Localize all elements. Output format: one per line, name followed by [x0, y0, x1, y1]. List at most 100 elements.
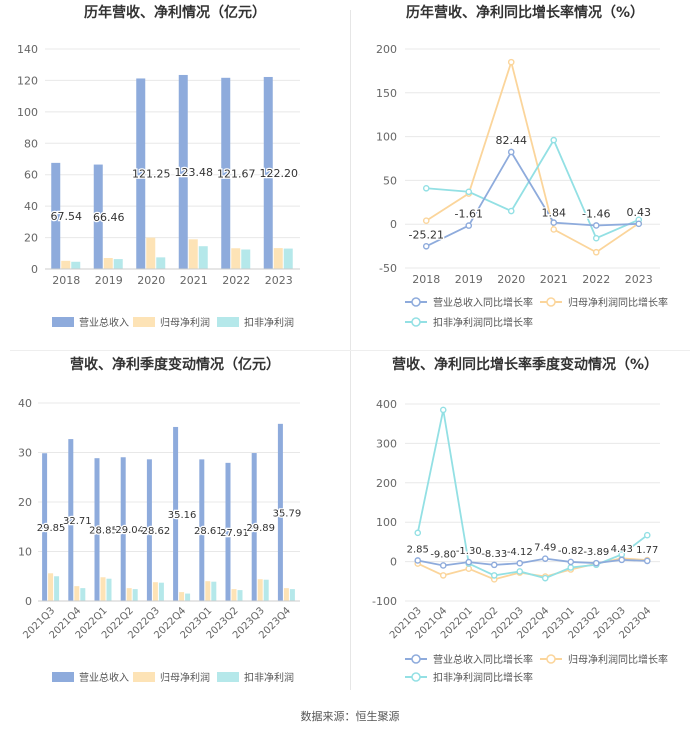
bar	[132, 589, 138, 601]
data-point	[541, 555, 549, 562]
data-label: 28.61	[194, 526, 223, 537]
data-point	[439, 572, 447, 579]
bar	[199, 459, 205, 601]
quarterly-growth-rate-chart: 营收、净利同比增长率季度变动情况（%） -100 0 100 200 300 400 2021…	[350, 352, 700, 702]
legend-label: 营业总收入同比增长率	[433, 653, 533, 666]
x-tick-label: 2019	[455, 273, 483, 286]
y-tick-label: 40	[24, 200, 38, 213]
data-point	[507, 58, 515, 66]
series-line	[416, 409, 648, 580]
data-label: 32.71	[63, 516, 92, 527]
bar	[257, 579, 263, 601]
x-tick-label: 2020	[137, 274, 165, 287]
legend-swatch	[133, 317, 155, 327]
data-label: -9.80	[430, 549, 456, 560]
bar	[42, 453, 48, 601]
y-tick-label: 20	[24, 232, 38, 245]
data-label: 29.04	[115, 525, 144, 536]
legend-label: 营业总收入	[79, 316, 129, 329]
series-line	[425, 150, 639, 248]
bar	[263, 579, 269, 601]
data-label: 27.91	[220, 528, 249, 539]
data-label: 28.62	[142, 526, 171, 537]
data-point	[465, 558, 473, 566]
chart-title: 营收、净利同比增长率季度变动情况（%）	[392, 356, 658, 373]
chart-title: 历年营收、净利同比增长率情况（%）	[406, 4, 644, 21]
data-point	[550, 136, 558, 144]
data-label: -25.21	[409, 228, 444, 241]
data-point	[550, 226, 558, 233]
bar	[273, 248, 283, 269]
legend-marker	[546, 654, 556, 664]
data-label: 82.44	[496, 134, 528, 147]
bar	[263, 76, 273, 269]
data-label: -1.61	[455, 208, 483, 221]
data-label: -0.82	[558, 546, 584, 557]
legend-label: 营业总收入同比增长率	[433, 296, 533, 309]
data-label: 2.85	[407, 544, 429, 555]
x-tick-label: 2021	[540, 273, 568, 286]
legend-label: 归母净利润	[160, 671, 210, 684]
bar	[146, 237, 156, 269]
x-tick-label: 2019	[95, 274, 123, 287]
y-tick-label: 100	[17, 106, 38, 119]
data-point	[507, 207, 515, 215]
data-point	[635, 220, 643, 228]
data-label: -1.30	[456, 546, 482, 557]
series-line	[426, 138, 640, 240]
bar	[231, 248, 241, 269]
data-point	[422, 184, 430, 192]
annual-revenue-profit-svg: 历年营收、净利情况（亿元） 0 20 40 60 80 100 120 140 2018 2019 2…	[17, 4, 300, 329]
legend-marker	[411, 672, 421, 682]
data-point	[422, 242, 430, 250]
data-point	[592, 559, 600, 567]
bar	[48, 573, 54, 601]
y-tick-label: 120	[17, 74, 38, 87]
x-tick-label: 2022	[582, 273, 610, 286]
legend-label: 扣非净利润	[244, 671, 294, 684]
legend-marker	[411, 654, 421, 664]
bar	[205, 581, 211, 601]
data-point	[567, 558, 575, 566]
data-label: 29.89	[246, 523, 275, 534]
y-tick-label: 80	[24, 137, 38, 150]
bar	[178, 74, 188, 270]
bar	[179, 592, 185, 601]
data-point	[643, 531, 651, 539]
y-tick-label: 50	[383, 174, 397, 187]
bar	[289, 589, 295, 601]
data-label: 0.43	[627, 206, 652, 219]
y-tick-label: 0	[25, 595, 32, 608]
x-tick-label: 2021	[180, 274, 208, 287]
bar	[185, 593, 191, 601]
data-point	[465, 565, 473, 572]
y-tick-label: 0	[390, 218, 397, 231]
x-tick-label: 2023	[625, 273, 653, 286]
bar	[74, 586, 80, 601]
data-label: 4.43	[611, 544, 633, 555]
annual-growth-rate-chart: 历年营收、净利同比增长率情况（%） -50 0 50 100 150 200 2018 2019…	[350, 0, 700, 350]
y-tick-label: 200	[376, 477, 397, 490]
horizontal-divider	[10, 350, 690, 351]
data-point	[414, 557, 422, 564]
chart-title: 营收、净利季度变动情况（亿元）	[70, 356, 280, 373]
data-point	[439, 406, 447, 414]
legend-swatch	[52, 672, 74, 682]
series-line	[425, 58, 640, 254]
data-point	[516, 559, 524, 567]
data-label: -4.12	[507, 547, 533, 558]
bar	[106, 578, 112, 601]
data-point	[414, 529, 422, 537]
annual-revenue-profit-chart: 历年营收、净利情况（亿元） 0 20 40 60 80 100 120 140 2018 2019 2…	[0, 0, 350, 350]
chart-title: 历年营收、净利情况（亿元）	[84, 4, 266, 21]
data-point	[490, 572, 498, 579]
data-label: 121.25	[132, 168, 171, 181]
bar	[120, 457, 126, 601]
y-tick-label: -50	[379, 262, 397, 275]
data-label: 122.20	[260, 167, 299, 180]
y-tick-label: 0	[31, 263, 38, 276]
bar	[61, 260, 71, 269]
data-label: 29.85	[37, 523, 66, 534]
y-tick-label: 400	[376, 398, 397, 411]
data-point	[465, 222, 473, 229]
